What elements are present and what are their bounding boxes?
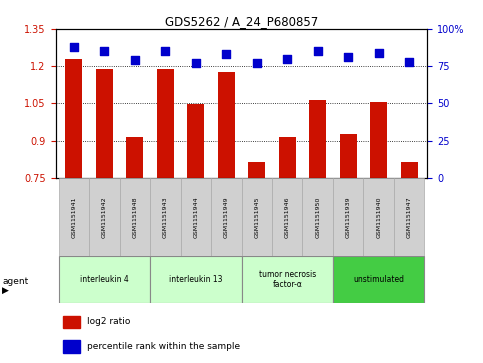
Text: GSM1151942: GSM1151942 [102,196,107,238]
Bar [96,69,113,178]
Bar [120,178,150,256]
Bar [401,162,417,178]
Bar [309,100,326,178]
Point [131,57,139,63]
Bar [333,256,425,303]
Text: GSM1151949: GSM1151949 [224,196,229,238]
Bar [150,178,181,256]
Point [375,50,383,56]
Bar [218,73,235,178]
Bar [363,178,394,256]
Bar [187,105,204,178]
Point [70,44,78,50]
Bar [340,134,356,178]
Bar [248,162,265,178]
Bar [394,178,425,256]
Text: interleukin 13: interleukin 13 [169,275,223,284]
Text: ▶: ▶ [2,286,9,295]
Point [284,56,291,62]
Bar [63,340,80,353]
Bar [370,102,387,178]
Title: GDS5262 / A_24_P680857: GDS5262 / A_24_P680857 [165,15,318,28]
Point [100,49,108,54]
Bar [66,59,82,178]
Bar [58,256,150,303]
Point [344,54,352,60]
Bar [150,256,242,303]
Text: GSM1151939: GSM1151939 [346,196,351,238]
Bar [89,178,120,256]
Text: tumor necrosis
factor-α: tumor necrosis factor-α [258,270,316,289]
Text: agent: agent [2,277,28,286]
Point [253,60,261,66]
Point [161,49,169,54]
Bar [242,256,333,303]
Point [314,49,322,54]
Text: GSM1151941: GSM1151941 [71,196,76,238]
Bar [157,69,174,178]
Text: GSM1151944: GSM1151944 [193,196,199,238]
Bar [63,316,80,328]
Text: percentile rank within the sample: percentile rank within the sample [87,342,240,351]
Point [405,59,413,65]
Text: log2 ratio: log2 ratio [87,317,130,326]
Point [222,52,230,57]
Text: GSM1151947: GSM1151947 [407,196,412,238]
Bar [211,178,242,256]
Text: GSM1151945: GSM1151945 [254,196,259,238]
Text: GSM1151950: GSM1151950 [315,196,320,237]
Text: interleukin 4: interleukin 4 [80,275,128,284]
Text: GSM1151943: GSM1151943 [163,196,168,238]
Bar [272,178,302,256]
Text: GSM1151948: GSM1151948 [132,196,137,238]
Bar [242,178,272,256]
Bar [58,178,89,256]
Text: GSM1151940: GSM1151940 [376,196,381,238]
Text: unstimulated: unstimulated [353,275,404,284]
Bar [333,178,363,256]
Point [192,60,199,66]
Bar [127,137,143,178]
Bar [181,178,211,256]
Bar [302,178,333,256]
Text: GSM1151946: GSM1151946 [284,196,290,238]
Bar [279,137,296,178]
